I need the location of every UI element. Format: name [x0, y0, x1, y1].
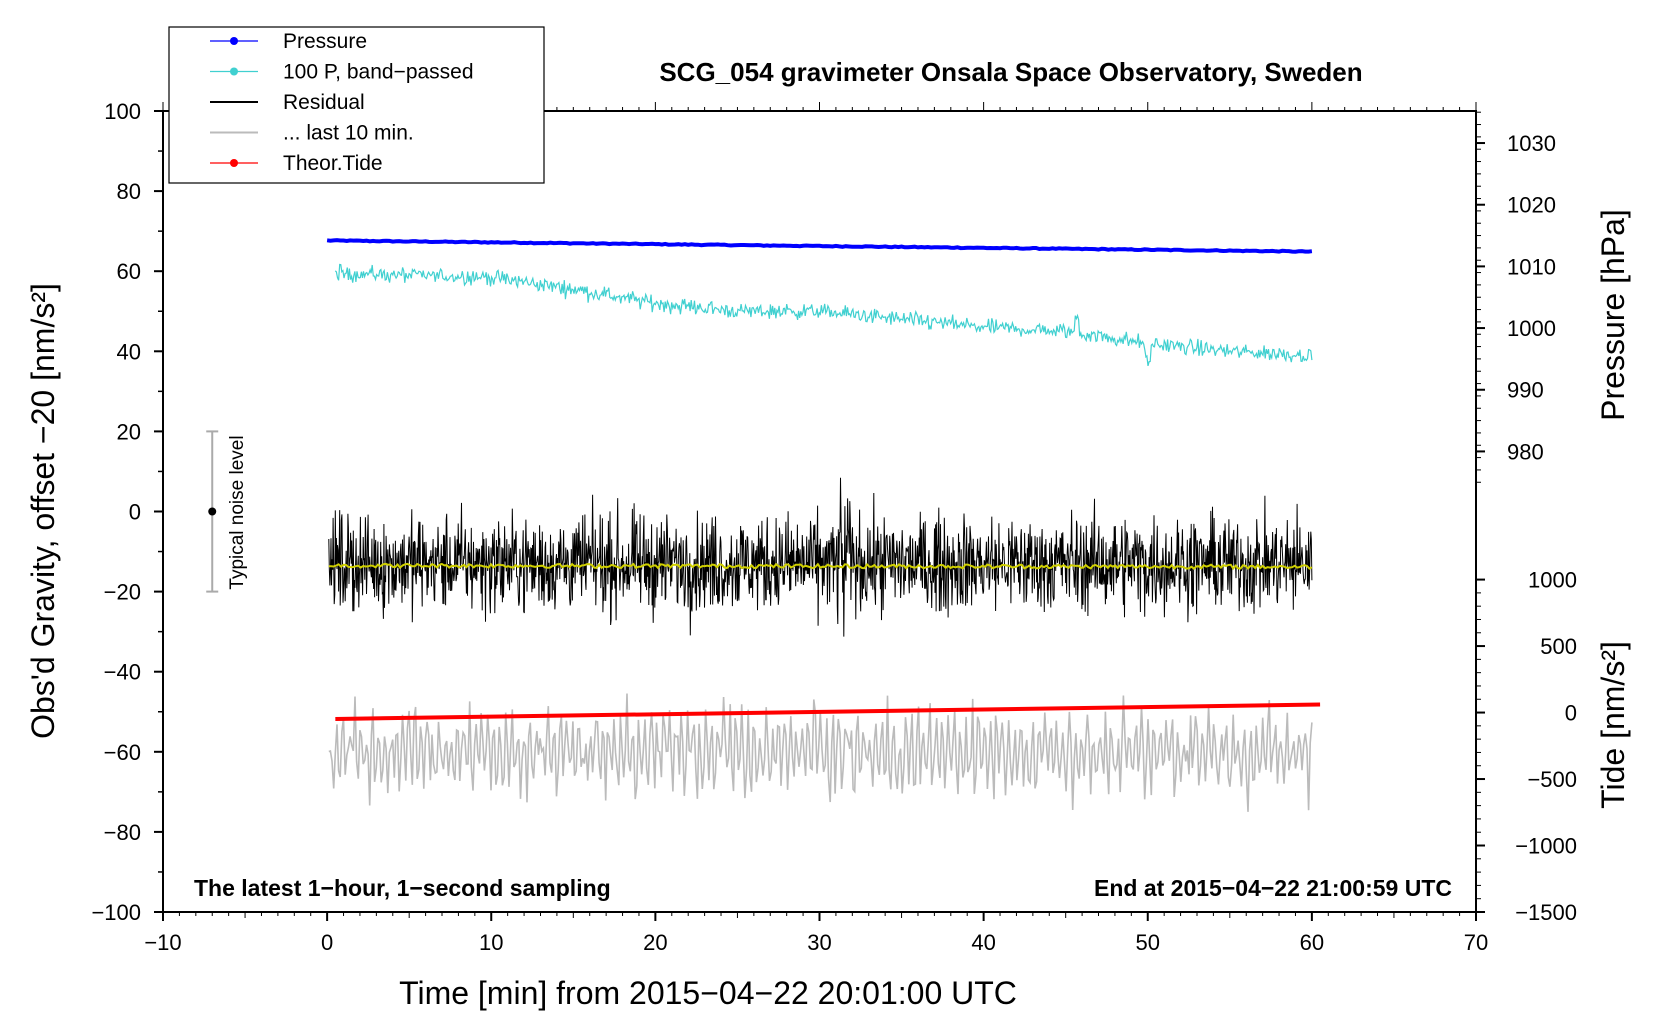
left-tick-label: −60: [104, 740, 141, 765]
plot-frame: [162, 110, 1477, 913]
left-tick-label: 60: [117, 259, 141, 284]
theor-tide-series-line: [335, 702, 1321, 721]
legend: Pressure 100 P, band−passed Residual ... la…: [168, 26, 545, 184]
tide-tick-label: −1000: [1515, 834, 1577, 859]
left-tick-label: 80: [117, 179, 141, 204]
pressure-tick-label: 1020: [1507, 193, 1556, 218]
legend-box: [168, 26, 545, 184]
tide-tick-label: 500: [1540, 634, 1577, 659]
pressure-tick-label: 1000: [1507, 316, 1556, 341]
pressure-tick-label: 980: [1507, 439, 1544, 464]
x-tick-label: 70: [1464, 930, 1488, 955]
x-tick-label: 60: [1300, 930, 1324, 955]
pressure-tick-label: 1030: [1507, 131, 1556, 156]
noise-bar-label: Typical noise level: [227, 435, 248, 589]
end-time-annotation: End at 2015−04−22 21:00:59 UTC: [1094, 875, 1452, 901]
x-tick-label: 0: [321, 930, 333, 955]
x-axis: −10 0 10 20 30 40 50 60 70: [144, 912, 1488, 955]
legend-marker: [230, 37, 238, 45]
left-tick-label: −40: [104, 660, 141, 685]
left-tick-label: 40: [117, 339, 141, 364]
x-tick-label: 40: [971, 930, 995, 955]
legend-label: Theor.Tide: [283, 152, 383, 175]
legend-label: ... last 10 min.: [283, 122, 414, 145]
left-y-axis: 100 80 60 40 20 0 −20 −40 −60 −80 −100: [91, 99, 163, 925]
tide-tick-label: −500: [1527, 767, 1577, 792]
band-passed-series-line: [334, 263, 1313, 367]
pressure-tick-label: 1010: [1507, 254, 1556, 279]
residual-series-line: [328, 477, 1313, 637]
left-tick-label: 0: [129, 500, 141, 525]
x-tick-label: 30: [807, 930, 831, 955]
x-tick-label: 50: [1136, 930, 1160, 955]
pressure-axis-label: Pressure [hPa]: [1595, 209, 1631, 421]
chart-title: SCG_054 gravimeter Onsala Space Observat…: [659, 57, 1362, 87]
left-tick-label: 100: [104, 99, 141, 124]
legend-label: Residual: [283, 91, 365, 114]
left-tick-label: 20: [117, 419, 141, 444]
x-tick-label: −10: [144, 930, 181, 955]
sampling-annotation: The latest 1−hour, 1−second sampling: [194, 875, 611, 901]
x-tick-label: 20: [643, 930, 667, 955]
legend-marker: [230, 159, 238, 167]
pressure-tick-label: 990: [1507, 378, 1544, 403]
noise-bar: Typical noise level: [206, 430, 248, 593]
left-y-axis-label: Obs'd Gravity, offset −20 [nm/s²]: [25, 283, 61, 739]
tide-tick-label: −1500: [1515, 900, 1577, 925]
left-tick-label: −20: [104, 580, 141, 605]
x-tick-label: 10: [479, 930, 503, 955]
left-tick-label: −80: [104, 820, 141, 845]
right-y-axes: 1030 1020 1010 1000 990 980 1000 500 0 −500 −1000 −…: [1476, 111, 1577, 925]
legend-label: 100 P, band−passed: [283, 61, 474, 84]
left-tick-label: −100: [91, 900, 141, 925]
pressure-series-line: [326, 238, 1313, 254]
legend-marker: [230, 67, 238, 76]
tide-tick-label: 1000: [1528, 568, 1577, 593]
tide-tick-label: 0: [1565, 701, 1577, 726]
noise-bar-center-dot: [208, 507, 217, 516]
tide-axis-label: Tide [nm/s²]: [1595, 641, 1631, 809]
legend-label: Pressure: [283, 30, 367, 53]
x-axis-label: Time [min] from 2015−04−22 20:01:00 UTC: [399, 975, 1017, 1011]
series-layer: [326, 238, 1321, 812]
residual-mean-line: [328, 562, 1313, 571]
